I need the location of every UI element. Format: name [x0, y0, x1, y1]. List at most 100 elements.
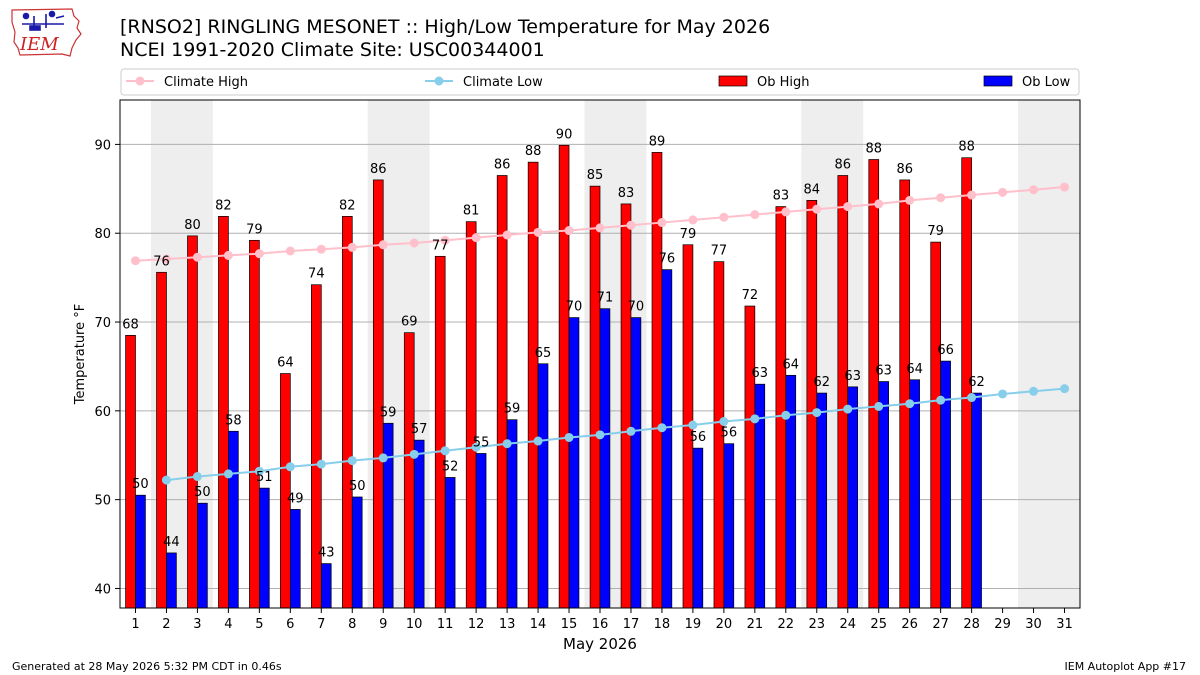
climate-high-point: [347, 242, 357, 252]
ob-high-data-label: 74: [308, 267, 325, 282]
climate-low-point: [750, 414, 760, 424]
ob-high-data-label: 76: [153, 254, 170, 269]
ob-high-bar: [744, 305, 756, 609]
climate-high-point: [688, 215, 698, 225]
ob-low-data-label: 51: [256, 470, 273, 485]
climate-high-point: [874, 199, 884, 209]
climate-low-point: [564, 432, 574, 442]
climate-high-point: [533, 227, 543, 237]
y-tick-label: 90: [94, 138, 111, 153]
climate-low-point: [657, 423, 667, 433]
ob-high-bar: [403, 332, 415, 609]
ob-low-bar: [413, 439, 425, 609]
y-tick-label: 70: [94, 316, 111, 331]
ob-low-bar: [289, 509, 301, 609]
climate-high-point: [223, 250, 233, 260]
climate-low-point: [905, 399, 915, 409]
climate-high-point: [936, 193, 946, 203]
climate-high-point: [409, 238, 419, 248]
ob-high-data-label: 86: [835, 157, 852, 172]
ob-high-bar: [589, 185, 601, 609]
legend-ob-high-swatch: [718, 75, 748, 87]
x-tick-label: 1: [131, 617, 139, 632]
x-tick-label: 14: [530, 617, 547, 632]
ob-low-bar: [197, 502, 208, 609]
ob-high-data-label: 86: [896, 162, 913, 177]
x-axis-title: May 2026: [563, 635, 637, 653]
ob-low-data-label: 64: [906, 362, 923, 377]
ob-high-data-label: 86: [494, 157, 511, 172]
x-tick-label: 2: [162, 617, 170, 632]
ob-low-bar: [630, 317, 642, 609]
legend-box: [120, 68, 1080, 96]
climate-low-point: [1029, 386, 1039, 396]
climate-high-point: [378, 240, 388, 250]
x-tick-label: 12: [468, 617, 485, 632]
x-tick-label: 20: [716, 617, 733, 632]
ob-high-data-label: 64: [277, 356, 294, 371]
ob-high-data-label: 90: [556, 127, 573, 142]
ob-low-data-label: 62: [813, 375, 830, 390]
climate-low-point: [254, 466, 264, 476]
legend-ob-low-swatch: [983, 75, 1013, 87]
climate-high-point: [440, 235, 450, 245]
x-tick-label: 15: [561, 617, 578, 632]
ob-high-data-label: 82: [215, 198, 232, 213]
ob-high-bar: [868, 159, 880, 609]
climate-low-point: [223, 469, 233, 479]
x-tick-label: 18: [654, 617, 671, 632]
climate-low-point: [595, 430, 605, 440]
x-tick-label: 9: [379, 617, 387, 632]
ob-low-data-label: 55: [473, 435, 490, 450]
climate-high-point: [285, 246, 295, 256]
ob-low-data-label: 50: [349, 479, 366, 494]
legend-climate-high-marker: [135, 76, 145, 86]
climate-low-point: [781, 410, 791, 420]
ob-high-data-label: 79: [680, 227, 697, 242]
chart-subtitle: NCEI 1991-2020 Climate Site: USC00344001: [120, 39, 545, 61]
ob-low-data-label: 63: [844, 369, 861, 384]
climate-low-point: [967, 393, 977, 403]
ob-low-data-label: 50: [194, 485, 211, 500]
climate-low-point: [936, 395, 946, 405]
ob-high-data-label: 69: [401, 315, 418, 330]
climate-high-point: [843, 202, 853, 212]
x-tick-label: 28: [963, 617, 980, 632]
ob-low-bar: [475, 453, 487, 609]
climate-high-point: [502, 230, 512, 240]
climate-high-point: [1029, 185, 1039, 195]
ob-low-data-label: 58: [225, 413, 242, 428]
ob-high-data-label: 89: [649, 134, 666, 149]
x-tick-label: 31: [1056, 617, 1073, 632]
climate-high-point: [626, 220, 636, 230]
ob-low-data-label: 59: [504, 402, 521, 417]
ob-high-bar: [806, 200, 818, 609]
x-tick-label: 11: [437, 617, 454, 632]
climate-low-point: [378, 453, 388, 463]
ob-high-data-label: 79: [927, 224, 944, 239]
x-tick-label: 16: [592, 617, 609, 632]
legend-climate-low-marker: [434, 76, 444, 86]
climate-high-point: [254, 249, 264, 259]
ob-high-bar: [558, 144, 570, 609]
iem-logo: IEM: [11, 8, 82, 57]
climate-high-point: [316, 244, 326, 254]
climate-low-point: [440, 446, 450, 456]
climate-high-point: [595, 223, 605, 233]
x-tick-label: 7: [317, 617, 325, 632]
ob-low-bar: [228, 430, 239, 609]
ob-low-bar: [599, 308, 611, 609]
ob-high-bar: [125, 334, 136, 609]
ob-low-bar: [166, 552, 177, 609]
climate-low-point: [719, 416, 729, 426]
ob-high-data-label: 88: [865, 142, 882, 157]
ob-high-data-label: 77: [432, 238, 449, 253]
x-tick-label: 21: [747, 617, 764, 632]
climate-low-point: [409, 449, 419, 459]
ob-high-data-label: 85: [587, 168, 604, 183]
ob-low-data-label: 76: [659, 252, 676, 267]
climate-high-point: [1060, 182, 1070, 192]
ob-high-bar: [249, 239, 260, 609]
climate-low-point: [998, 389, 1008, 399]
